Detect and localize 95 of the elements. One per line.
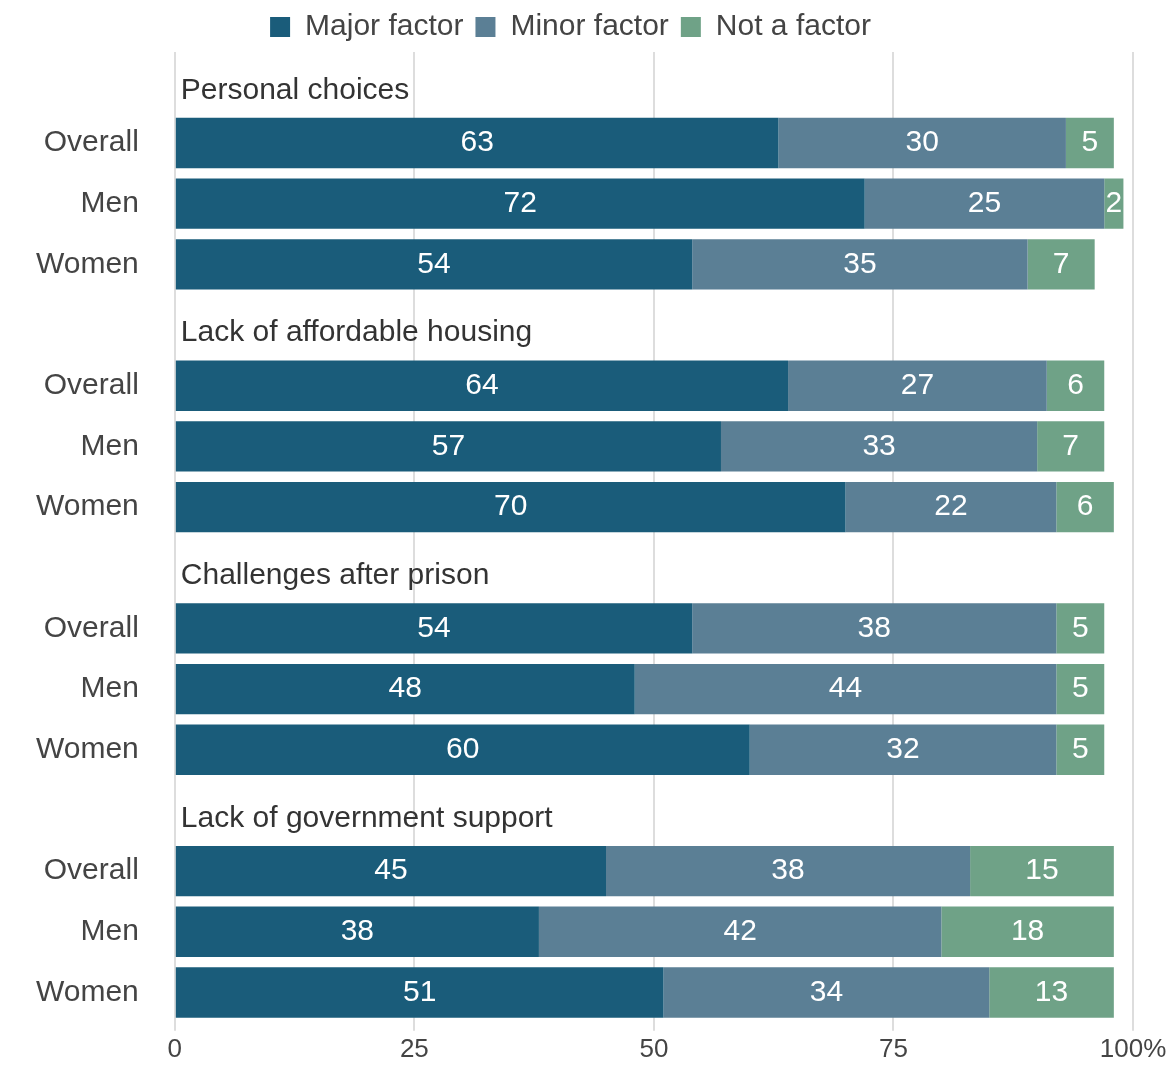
bar	[538, 906, 942, 957]
bar	[1056, 663, 1105, 715]
data-label: 18	[1010, 913, 1045, 947]
bar	[175, 360, 789, 411]
bar	[175, 663, 635, 715]
bar	[175, 178, 865, 229]
data-label: 5	[1081, 124, 1099, 158]
bar	[788, 360, 1047, 411]
bar	[634, 663, 1057, 715]
bar	[1046, 360, 1105, 411]
y-tick-label: Overall	[43, 124, 139, 158]
y-tick-label: Women	[35, 245, 139, 279]
bar	[1056, 481, 1114, 533]
bar	[175, 117, 779, 169]
data-label: 35	[843, 245, 877, 279]
bar	[606, 845, 971, 897]
bar	[175, 967, 664, 1018]
data-label: 13	[1034, 973, 1069, 1007]
data-label: 6	[1067, 366, 1084, 400]
x-tick-label: 0	[167, 1032, 183, 1063]
data-label: 6	[1076, 488, 1094, 522]
y-tick-label: Women	[35, 731, 139, 765]
data-label: 44	[828, 670, 863, 704]
bar	[175, 724, 750, 775]
data-label: 34	[809, 973, 844, 1007]
y-tick-label: Men	[80, 913, 139, 947]
bar	[1056, 603, 1105, 654]
annotation: Lack of affordable housing	[180, 314, 533, 348]
data-label: 38	[771, 852, 805, 886]
bar	[175, 906, 539, 957]
data-label: 5	[1071, 731, 1089, 765]
y-tick-label: Overall	[43, 609, 139, 643]
bar	[175, 603, 693, 654]
bar	[749, 724, 1057, 775]
data-label: 7	[1062, 427, 1080, 461]
annotation: Lack of government support	[180, 799, 554, 833]
bar	[989, 967, 1114, 1018]
data-label: 48	[388, 670, 422, 704]
bar	[1056, 724, 1105, 775]
y-tick-label: Overall	[43, 852, 139, 886]
data-label: 57	[431, 427, 466, 461]
legend-label: Minor factor	[510, 8, 669, 42]
bar	[1037, 421, 1105, 472]
data-label: 51	[402, 973, 437, 1007]
bar	[720, 421, 1038, 472]
y-tick-label: Men	[80, 427, 139, 461]
bar	[175, 239, 693, 290]
bar	[845, 481, 1057, 533]
x-tick-label: 75	[878, 1032, 908, 1063]
data-label: 5	[1071, 670, 1089, 704]
data-label: 60	[446, 731, 480, 765]
data-label: 7	[1052, 245, 1070, 279]
x-tick-label: 100%	[1099, 1032, 1167, 1063]
y-tick-label: Women	[35, 488, 139, 522]
data-label: 72	[503, 184, 537, 218]
data-label: 45	[374, 852, 408, 886]
bar	[663, 967, 990, 1018]
data-label: 5	[1071, 609, 1089, 643]
y-tick-label: Men	[80, 184, 139, 218]
bar	[864, 178, 1105, 229]
bar	[1027, 239, 1095, 290]
data-label: 54	[417, 245, 451, 279]
bar	[692, 239, 1028, 290]
bar	[941, 906, 1114, 957]
legend-label: Major factor	[305, 8, 464, 42]
data-label: 32	[886, 731, 920, 765]
x-tick-label: 25	[399, 1032, 429, 1063]
y-tick-label: Women	[35, 973, 139, 1007]
data-label: 70	[493, 488, 528, 522]
bar	[175, 421, 721, 472]
data-label: 33	[862, 427, 896, 461]
bar	[778, 117, 1066, 169]
bar	[175, 845, 606, 897]
bar	[1065, 117, 1114, 169]
x-tick-label: 50	[639, 1032, 669, 1063]
bar	[970, 845, 1114, 897]
y-tick-label: Men	[80, 670, 139, 704]
data-label: 30	[905, 124, 939, 158]
data-label: 25	[967, 184, 1002, 218]
data-label: 64	[465, 366, 499, 400]
data-label: 2	[1105, 184, 1123, 218]
bar	[175, 481, 846, 533]
data-label: 22	[934, 488, 968, 522]
y-tick-label: Overall	[43, 366, 139, 400]
data-label: 63	[460, 124, 494, 158]
data-label: 42	[723, 913, 757, 947]
annotation: Personal choices	[180, 71, 410, 105]
data-label: 54	[417, 609, 451, 643]
bar	[692, 603, 1057, 654]
data-label: 38	[340, 913, 375, 947]
annotation: Challenges after prison	[180, 557, 490, 590]
data-label: 38	[857, 609, 891, 643]
data-label: 27	[900, 366, 935, 400]
data-label: 15	[1025, 852, 1059, 886]
legend-label: Not a factor	[715, 8, 871, 42]
